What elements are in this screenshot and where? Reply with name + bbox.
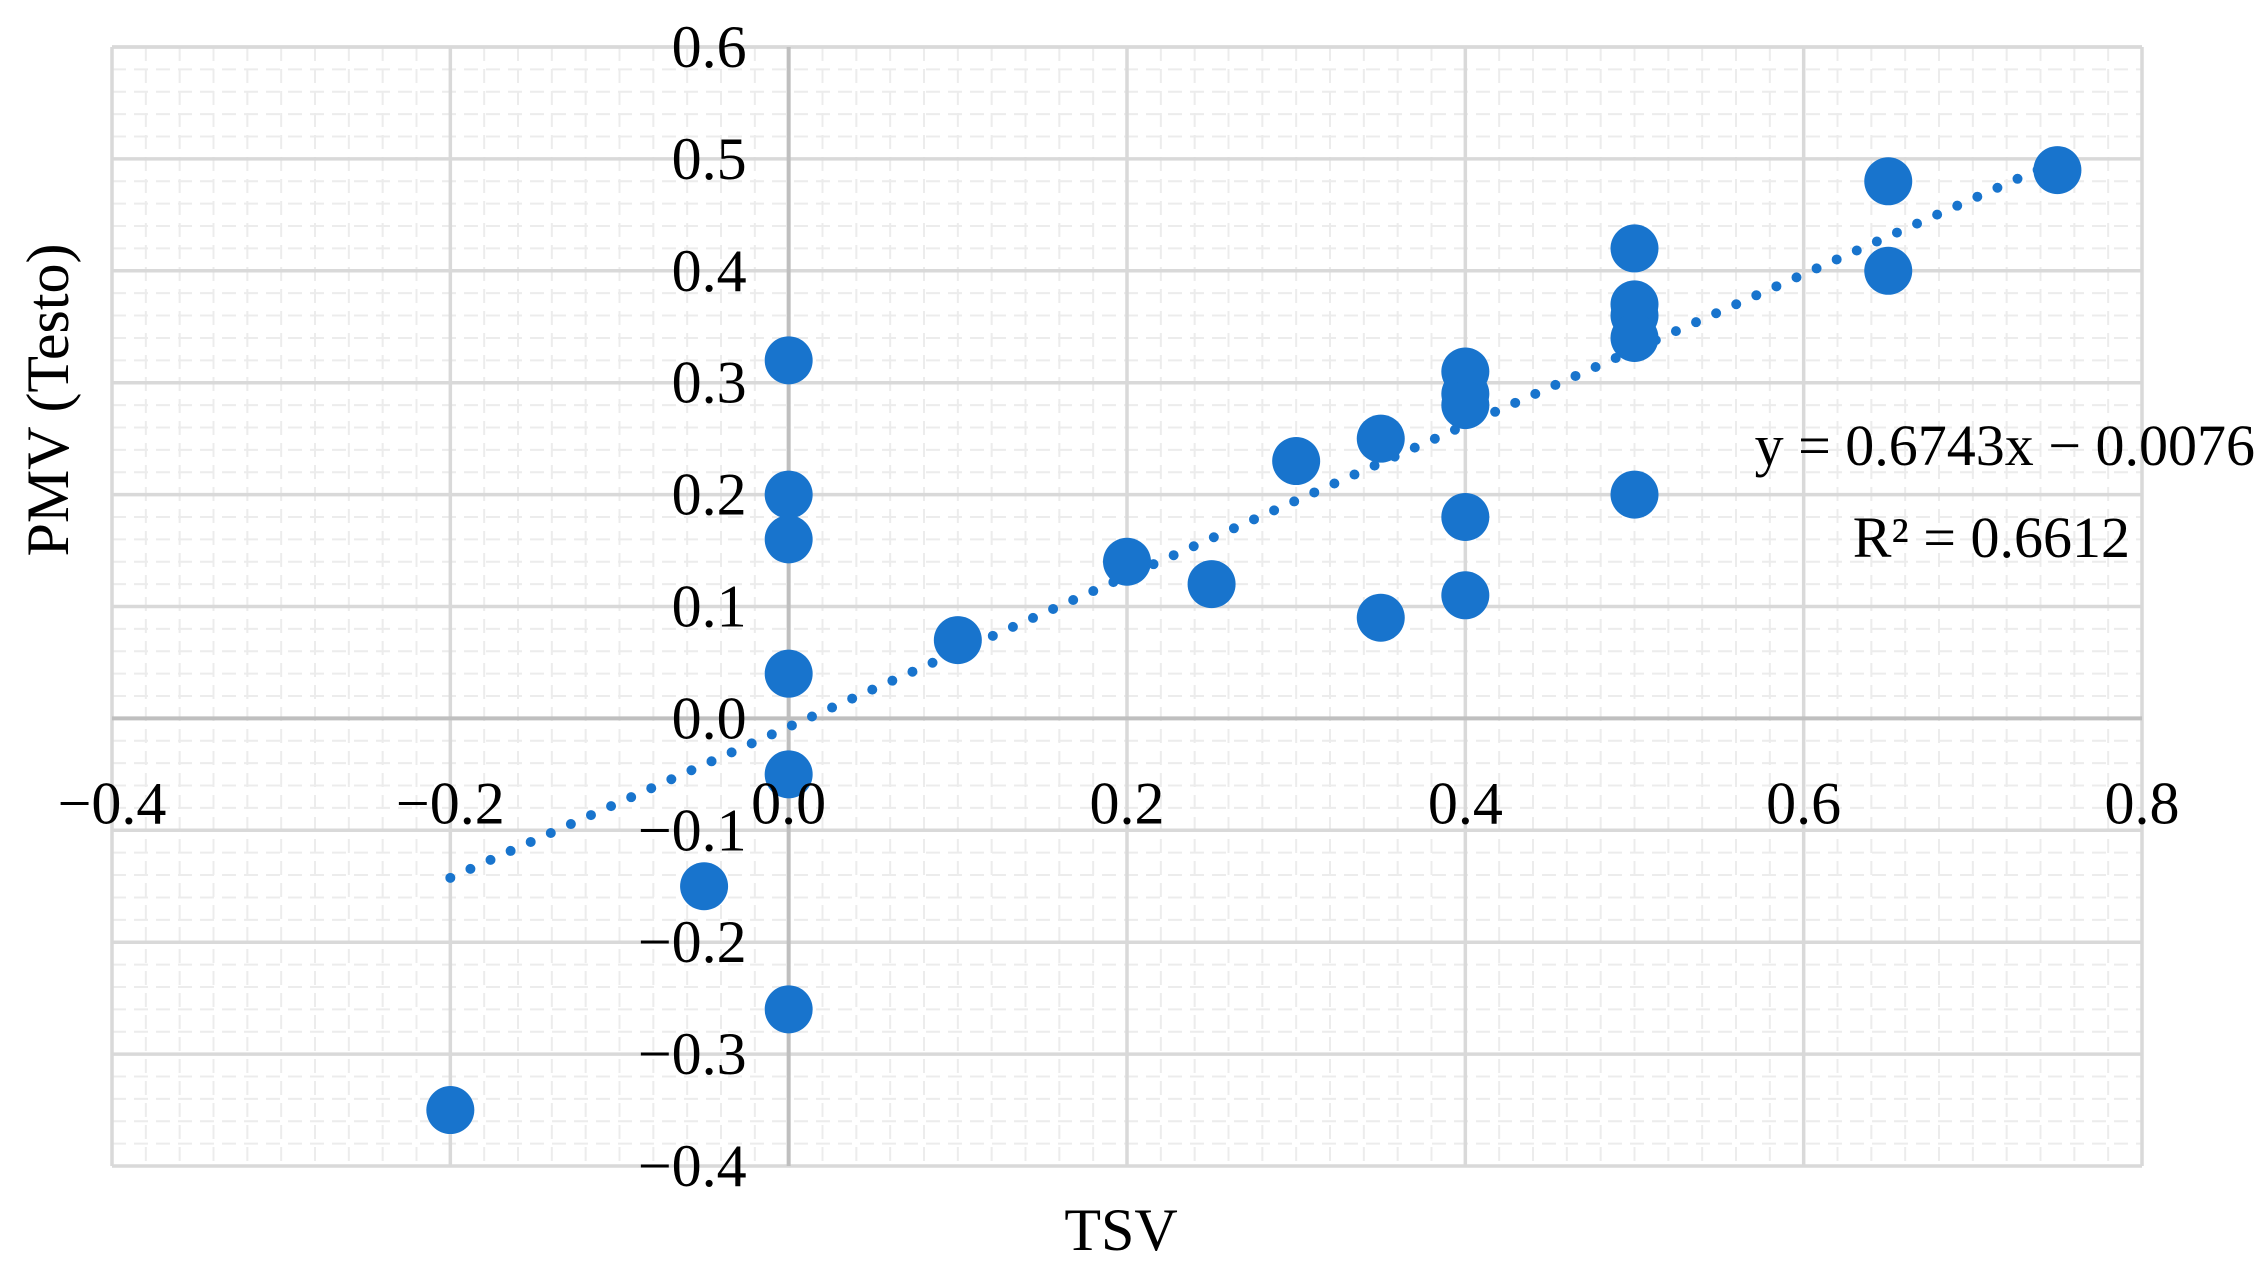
x-axis-title: TSV [1064, 1197, 1177, 1263]
x-tick-label: 0.4 [1428, 770, 1503, 836]
data-point [1272, 437, 1321, 486]
y-tick-label: −0.3 [638, 1021, 747, 1087]
major-gridlines [110, 45, 2144, 1168]
y-tick-labels: −0.4 −0.3 −0.2 −0.1 0.0 0.1 0.2 0.3 0.4 0.5 0.6 [638, 14, 747, 1199]
y-tick-label: 0.3 [672, 350, 747, 416]
y-tick-label: 0.5 [672, 126, 747, 192]
data-point [1441, 381, 1490, 430]
data-point [426, 1086, 475, 1135]
data-point [1864, 157, 1913, 206]
data-point [1103, 537, 1151, 586]
data-point [1864, 246, 1913, 295]
data-points [426, 146, 2082, 1135]
data-point [764, 985, 813, 1034]
y-axis-title: PMV (Testo) [15, 243, 81, 556]
data-point [1610, 224, 1659, 273]
y-tick-label: 0.1 [672, 574, 747, 640]
y-tick-label: 0.2 [672, 462, 747, 528]
trendline-r-squared: R² = 0.6612 [1853, 505, 2130, 570]
data-point [764, 649, 813, 698]
y-tick-label: −0.1 [638, 797, 747, 863]
trendline-path [445, 155, 2063, 883]
data-point [1610, 470, 1659, 519]
y-tick-label: −0.2 [638, 909, 747, 975]
data-point [1610, 313, 1659, 362]
y-tick-label: 0.4 [672, 238, 747, 304]
x-tick-label: 0.2 [1090, 770, 1165, 836]
y-tick-label: 0.6 [672, 14, 747, 80]
data-point [1441, 571, 1490, 620]
x-tick-label: −0.2 [396, 770, 505, 836]
data-point [2033, 146, 2082, 195]
data-point [1356, 414, 1405, 463]
data-point [764, 470, 813, 519]
data-point [1187, 560, 1236, 609]
x-tick-label: 0.6 [1766, 770, 1841, 836]
data-point [764, 336, 813, 385]
data-point [680, 862, 729, 911]
x-tick-labels: −0.4 −0.2 0.0 0.2 0.4 0.6 0.8 [58, 770, 2180, 836]
data-point [1441, 492, 1490, 541]
x-tick-label: −0.4 [58, 770, 167, 836]
data-point [1356, 593, 1405, 642]
data-point [764, 750, 813, 799]
trendline [445, 155, 2063, 883]
data-point [933, 616, 982, 665]
y-tick-label: 0.0 [672, 685, 747, 751]
y-tick-label: −0.4 [638, 1133, 747, 1199]
trendline-equation: y = 0.6743x − 0.0076 [1755, 413, 2255, 478]
x-tick-label: 0.0 [751, 770, 826, 836]
x-tick-label: 0.8 [2105, 770, 2180, 836]
data-point [764, 515, 813, 564]
